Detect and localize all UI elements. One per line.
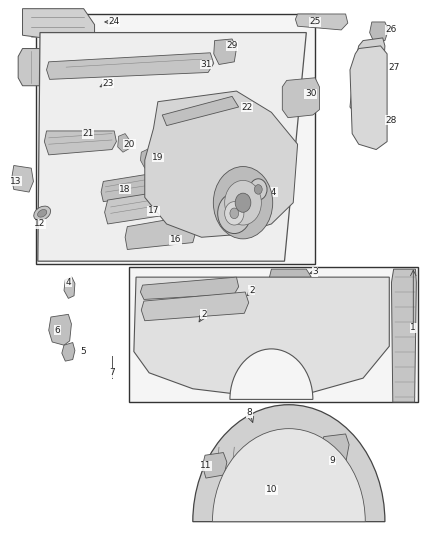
Text: 22: 22 [242,102,253,111]
Polygon shape [130,266,418,402]
Text: 2: 2 [249,286,254,295]
Polygon shape [46,53,214,79]
Polygon shape [202,99,247,114]
Text: 19: 19 [152,153,164,162]
Text: 15: 15 [237,212,249,221]
Polygon shape [12,165,33,192]
Polygon shape [44,131,117,155]
Circle shape [213,166,273,239]
Polygon shape [321,434,349,467]
Polygon shape [249,474,302,496]
Text: 23: 23 [102,78,113,87]
Text: 10: 10 [265,485,277,494]
Text: 25: 25 [309,18,321,27]
Polygon shape [214,39,237,64]
Polygon shape [62,343,75,361]
Polygon shape [101,171,173,201]
Text: 2: 2 [201,310,207,319]
Text: 12: 12 [34,220,46,229]
Text: 27: 27 [388,63,399,71]
Text: 26: 26 [386,26,397,35]
Circle shape [250,179,267,200]
Polygon shape [38,33,306,261]
Polygon shape [141,149,153,168]
Text: 1: 1 [410,323,416,332]
Polygon shape [283,78,319,118]
Polygon shape [35,14,315,264]
Polygon shape [141,277,239,300]
Text: 24: 24 [109,18,120,27]
Text: 18: 18 [120,185,131,194]
Ellipse shape [34,206,50,221]
Text: 7: 7 [109,368,115,377]
Text: 30: 30 [305,89,316,98]
Circle shape [230,208,239,219]
Text: 14: 14 [266,188,277,197]
Wedge shape [193,405,385,522]
Polygon shape [18,49,106,86]
Polygon shape [350,38,385,118]
Circle shape [225,180,261,225]
Text: 17: 17 [148,206,159,215]
Text: 3: 3 [312,268,318,276]
Text: 9: 9 [330,456,336,465]
Ellipse shape [38,209,47,217]
Text: 5: 5 [81,347,87,356]
Polygon shape [125,216,197,249]
Circle shape [225,201,244,225]
Polygon shape [141,292,249,321]
Polygon shape [202,453,227,478]
Text: 21: 21 [82,129,94,138]
Polygon shape [49,314,71,345]
Circle shape [218,193,251,233]
Circle shape [254,184,262,194]
Text: 28: 28 [386,116,397,125]
Polygon shape [350,46,387,150]
Text: 29: 29 [226,42,238,51]
Text: 13: 13 [10,177,22,186]
Polygon shape [162,96,239,126]
Polygon shape [64,277,75,298]
Text: 31: 31 [200,60,212,69]
Polygon shape [295,14,348,30]
Polygon shape [145,91,297,237]
Text: 11: 11 [200,462,212,470]
Text: 20: 20 [124,140,135,149]
Polygon shape [134,277,389,395]
Text: 16: 16 [170,236,181,245]
Wedge shape [230,349,313,399]
Text: 6: 6 [55,326,60,335]
Polygon shape [105,189,182,224]
Circle shape [235,193,251,212]
Polygon shape [118,134,130,152]
Text: 8: 8 [247,408,252,417]
Polygon shape [370,22,389,42]
Polygon shape [269,269,311,287]
Text: 4: 4 [66,278,71,287]
Polygon shape [392,269,417,402]
Polygon shape [22,9,95,43]
Wedge shape [212,429,365,522]
